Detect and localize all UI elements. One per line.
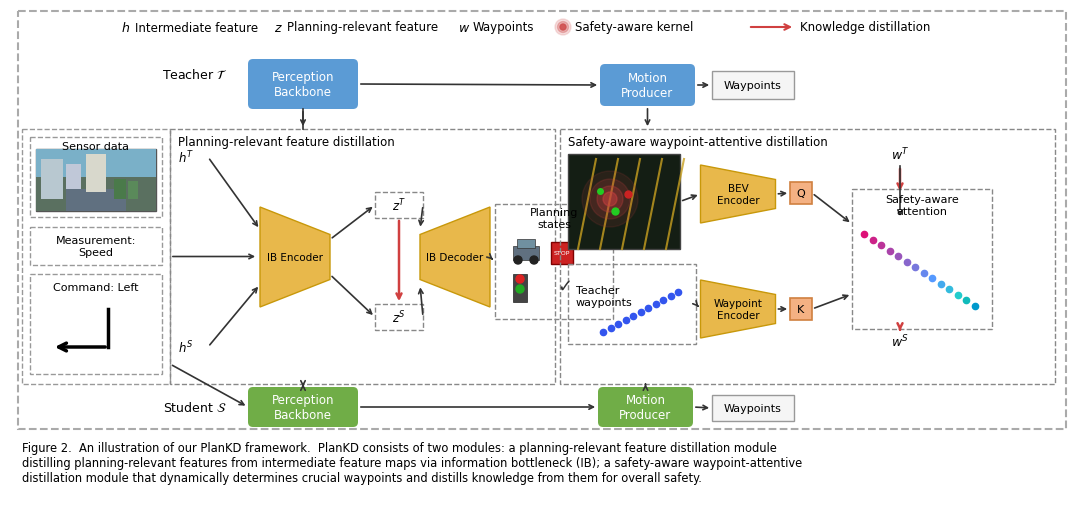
FancyBboxPatch shape bbox=[600, 65, 696, 107]
Bar bbox=[170, 130, 555, 384]
Bar bbox=[36, 178, 156, 212]
Bar bbox=[495, 205, 613, 319]
Bar bbox=[66, 190, 126, 212]
Text: Waypoints: Waypoints bbox=[724, 81, 782, 91]
Bar bbox=[513, 246, 539, 261]
Bar bbox=[375, 304, 423, 330]
Bar bbox=[86, 155, 106, 192]
Text: Measurement:
Speed: Measurement: Speed bbox=[56, 236, 136, 257]
Text: BEV
Encoder: BEV Encoder bbox=[717, 184, 759, 206]
Bar bbox=[30, 138, 162, 217]
Circle shape bbox=[603, 192, 617, 207]
Circle shape bbox=[597, 187, 623, 213]
Polygon shape bbox=[701, 280, 775, 338]
Text: $z^S$: $z^S$ bbox=[392, 309, 406, 326]
Bar bbox=[129, 182, 138, 200]
Text: Motion
Producer: Motion Producer bbox=[621, 72, 674, 100]
Text: Motion
Producer: Motion Producer bbox=[619, 393, 672, 421]
Text: Sensor data: Sensor data bbox=[63, 142, 130, 152]
Bar bbox=[517, 240, 535, 248]
Text: Perception
Backbone: Perception Backbone bbox=[272, 71, 334, 99]
Circle shape bbox=[514, 257, 522, 265]
Text: $h$: $h$ bbox=[121, 21, 131, 35]
Text: Waypoints: Waypoints bbox=[473, 21, 535, 35]
Text: $w$: $w$ bbox=[458, 21, 470, 35]
Polygon shape bbox=[701, 165, 775, 223]
Bar bbox=[561, 130, 1055, 384]
Text: STOP: STOP bbox=[554, 251, 570, 256]
Text: Teacher $\mathcal{T}$: Teacher $\mathcal{T}$ bbox=[162, 68, 228, 82]
Bar bbox=[852, 190, 993, 329]
Text: Perception
Backbone: Perception Backbone bbox=[272, 393, 334, 421]
Text: Safety-aware
attention: Safety-aware attention bbox=[886, 195, 959, 216]
Circle shape bbox=[555, 20, 571, 36]
Bar bbox=[30, 274, 162, 374]
Bar bbox=[513, 274, 527, 302]
Bar bbox=[568, 265, 696, 344]
Bar bbox=[114, 180, 126, 200]
Text: Teacher
waypoints: Teacher waypoints bbox=[576, 286, 633, 307]
Bar bbox=[789, 183, 812, 205]
Text: $h^S$: $h^S$ bbox=[178, 339, 193, 356]
Polygon shape bbox=[260, 208, 330, 307]
Bar bbox=[30, 228, 162, 266]
Bar bbox=[712, 395, 794, 421]
Text: Student $\mathcal{S}$: Student $\mathcal{S}$ bbox=[163, 400, 227, 414]
Bar bbox=[789, 298, 812, 320]
Text: Planning
states: Planning states bbox=[530, 208, 578, 230]
Bar bbox=[41, 160, 63, 200]
Text: Waypoint
Encoder: Waypoint Encoder bbox=[714, 299, 762, 320]
Text: Waypoints: Waypoints bbox=[724, 403, 782, 413]
Circle shape bbox=[516, 275, 524, 284]
Text: Q: Q bbox=[797, 189, 806, 199]
Bar bbox=[22, 130, 170, 384]
Text: Safety-aware kernel: Safety-aware kernel bbox=[575, 21, 693, 35]
FancyBboxPatch shape bbox=[248, 60, 357, 110]
Text: $w^T$: $w^T$ bbox=[891, 147, 909, 163]
Text: $h^T$: $h^T$ bbox=[178, 150, 194, 166]
Text: IB Encoder: IB Encoder bbox=[267, 252, 323, 263]
Text: $z$: $z$ bbox=[273, 21, 282, 35]
FancyBboxPatch shape bbox=[598, 387, 693, 427]
Circle shape bbox=[590, 180, 630, 219]
Text: $z^T$: $z^T$ bbox=[392, 197, 406, 214]
Bar bbox=[551, 242, 573, 265]
Text: K: K bbox=[797, 304, 805, 315]
Circle shape bbox=[516, 286, 524, 293]
Circle shape bbox=[530, 257, 538, 265]
Circle shape bbox=[557, 22, 568, 34]
Circle shape bbox=[582, 172, 638, 228]
Text: Planning-relevant feature: Planning-relevant feature bbox=[287, 21, 438, 35]
Bar bbox=[66, 165, 81, 200]
Text: $w^S$: $w^S$ bbox=[891, 333, 909, 350]
Bar bbox=[375, 192, 423, 218]
FancyBboxPatch shape bbox=[248, 387, 357, 427]
Text: ✓: ✓ bbox=[557, 277, 572, 295]
Circle shape bbox=[561, 25, 566, 31]
Text: Command: Left: Command: Left bbox=[53, 282, 138, 293]
Text: Figure 2.  An illustration of our PlanKD framework.  PlanKD consists of two modu: Figure 2. An illustration of our PlanKD … bbox=[22, 441, 802, 484]
Bar bbox=[712, 72, 794, 100]
Bar bbox=[36, 150, 156, 212]
Bar bbox=[568, 155, 680, 249]
Bar bbox=[36, 150, 156, 178]
Text: Planning-relevant feature distillation: Planning-relevant feature distillation bbox=[178, 136, 395, 149]
Text: Safety-aware waypoint-attentive distillation: Safety-aware waypoint-attentive distilla… bbox=[568, 136, 827, 149]
Text: Knowledge distillation: Knowledge distillation bbox=[800, 21, 930, 35]
Text: IB Decoder: IB Decoder bbox=[427, 252, 484, 263]
Bar bbox=[18, 12, 1066, 429]
Text: Intermediate feature: Intermediate feature bbox=[135, 21, 258, 35]
Polygon shape bbox=[420, 208, 490, 307]
